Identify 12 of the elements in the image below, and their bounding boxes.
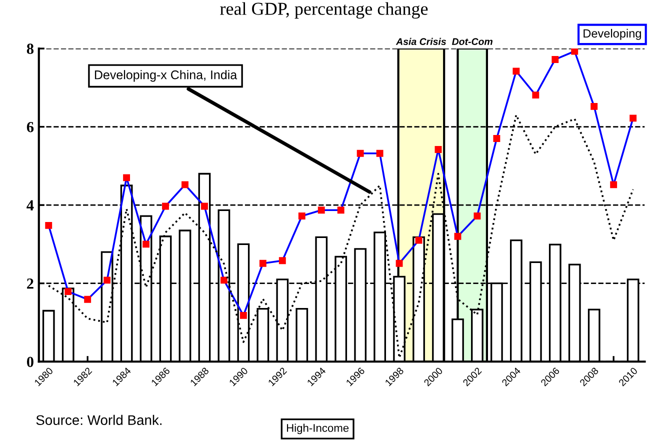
y-tick-label: 0: [26, 356, 34, 368]
chart-title: real GDP, percentage change: [220, 2, 428, 19]
y-tick-label: 2: [27, 278, 34, 289]
text: Developing-x China, India: [94, 70, 238, 82]
source-note: Source: World Bank.: [36, 414, 162, 426]
y-tick-label: 8: [26, 44, 34, 54]
text: High-Income: [287, 424, 349, 434]
y-tick-label: 4: [26, 200, 34, 210]
band-label: Asia Crisis: [396, 38, 446, 46]
series-label: Developing: [584, 28, 641, 40]
y-tick-label: 6: [26, 122, 34, 132]
band-label: Dot-Com: [452, 38, 492, 46]
